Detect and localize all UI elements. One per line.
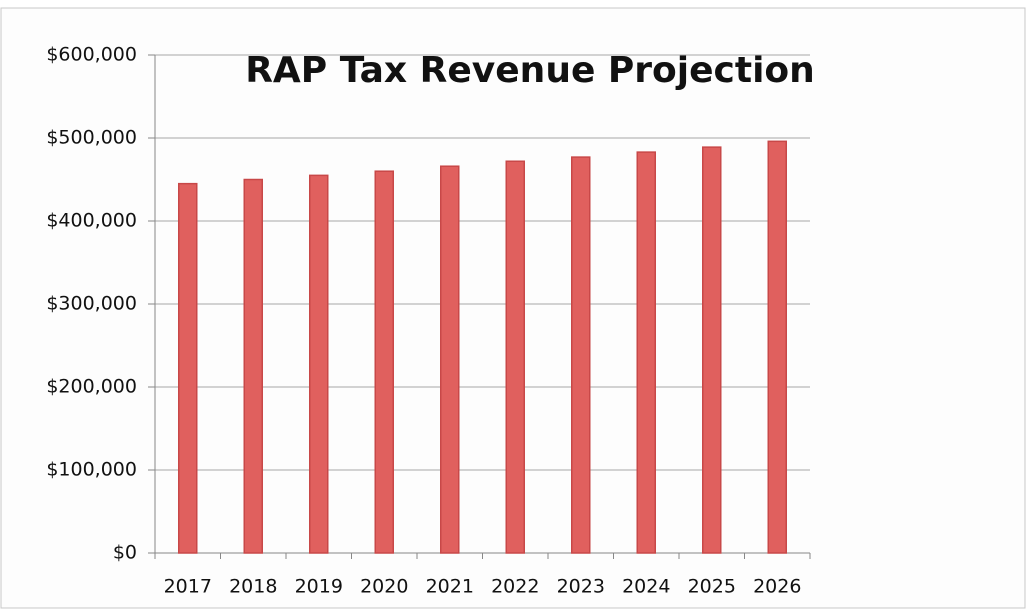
y-tick-label: $200,000 [46, 376, 137, 398]
x-tick-label: 2026 [753, 576, 801, 598]
bar [702, 146, 722, 554]
x-tick-label: 2025 [688, 576, 736, 598]
bar [505, 160, 525, 554]
y-tick-label: $500,000 [46, 127, 137, 149]
x-tick-label: 2020 [360, 576, 408, 598]
x-tick-label: 2021 [426, 576, 474, 598]
y-tick-label: $0 [113, 542, 137, 564]
bar [374, 170, 394, 554]
x-tick-label: 2017 [164, 576, 212, 598]
chart-title: RAP Tax Revenue Projection [245, 50, 815, 91]
y-tick-label: $100,000 [46, 459, 137, 481]
bar [571, 156, 591, 554]
bar [636, 151, 656, 554]
x-tick-label: 2022 [491, 576, 539, 598]
y-tick-label: $400,000 [46, 210, 137, 232]
bar [309, 174, 329, 554]
bar [243, 178, 263, 554]
x-tick-label: 2019 [295, 576, 343, 598]
bar [440, 165, 460, 554]
bar [178, 182, 198, 554]
y-tick-label: $300,000 [46, 293, 137, 315]
x-tick-label: 2024 [622, 576, 670, 598]
bar [767, 140, 787, 554]
x-tick-label: 2018 [229, 576, 277, 598]
x-tick-label: 2023 [557, 576, 605, 598]
y-tick-label: $600,000 [46, 44, 137, 66]
